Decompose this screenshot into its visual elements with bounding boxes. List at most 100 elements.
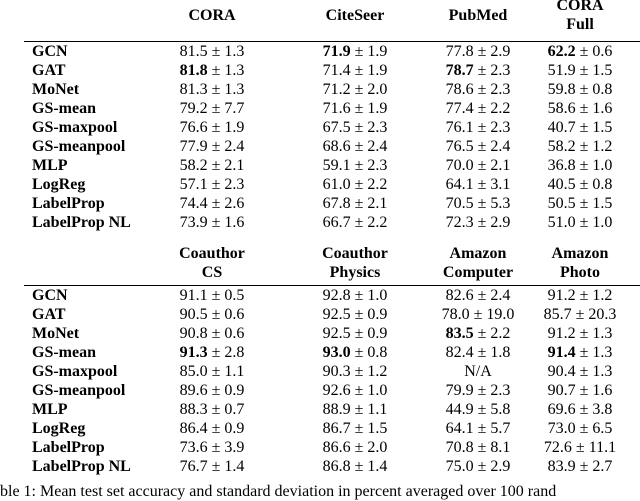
cell-mean: 88.9 xyxy=(322,401,351,418)
cell-std: ± 1.3 xyxy=(579,344,613,361)
cell-mean: 58.6 xyxy=(547,100,576,117)
cell-mean: 89.6 xyxy=(179,382,208,399)
cell-mean: 57.1 xyxy=(179,176,208,193)
cell-std: ± 0.5 xyxy=(211,287,245,304)
cell-mean: 40.5 xyxy=(547,176,576,193)
table-cell: 85.7 ± 20.3 xyxy=(505,305,640,324)
cell-std: ± 1.0 xyxy=(354,287,388,304)
cell-std: ± 1.6 xyxy=(579,100,613,117)
cell-mean: 92.6 xyxy=(322,382,351,399)
table-cell: 58.6 ± 1.6 xyxy=(505,99,640,118)
cell-mean: 92.8 xyxy=(322,287,351,304)
table-cell: 86.4 ± 0.9 xyxy=(137,419,287,438)
cell-std: ± 1.6 xyxy=(211,214,245,231)
cell-mean: 90.7 xyxy=(547,382,576,399)
column-header: Physics xyxy=(329,264,381,281)
cell-mean: 71.2 xyxy=(322,81,351,98)
cell-mean: 83.9 xyxy=(547,458,576,475)
table-cell: 76.6 ± 1.9 xyxy=(137,118,287,137)
cell-std: ± 2.0 xyxy=(354,439,388,456)
cell-mean: 72.6 xyxy=(543,439,572,456)
table-cell: 51.9 ± 1.5 xyxy=(505,61,640,80)
cell-std: ± 0.6 xyxy=(211,325,245,342)
cell-mean: 58.2 xyxy=(179,157,208,174)
cell-std: ± 11.1 xyxy=(575,439,617,456)
cell-std: ± 1.2 xyxy=(579,138,613,155)
cell-std: ± 5.8 xyxy=(477,401,511,418)
cell-std: ± 2.1 xyxy=(354,195,388,212)
cell-std: ± 2.4 xyxy=(211,138,245,155)
cell-mean: 90.4 xyxy=(547,363,576,380)
cell-std: ± 0.6 xyxy=(211,306,245,323)
table-cell: 91.4 ± 1.3 xyxy=(505,343,640,362)
cell-mean: 76.5 xyxy=(445,138,474,155)
table-cell: 58.2 ± 2.1 xyxy=(137,156,287,175)
cell-mean: 76.6 xyxy=(179,119,208,136)
cell-std: ± 0.7 xyxy=(211,401,245,418)
row-label: LabelProp NL xyxy=(32,458,131,475)
table-cell: 75.0 ± 2.9 xyxy=(403,457,553,476)
cell-std: ± 2.2 xyxy=(477,100,511,117)
cell-std: ± 1.8 xyxy=(477,344,511,361)
cell-std: ± 0.8 xyxy=(354,344,388,361)
cell-std: ± 2.3 xyxy=(211,176,245,193)
cell-mean: 90.5 xyxy=(179,306,208,323)
cell-mean: 64.1 xyxy=(445,420,474,437)
table-cell: 88.9 ± 1.1 xyxy=(280,400,430,419)
cell-std: ± 8.1 xyxy=(477,439,511,456)
table-cell: 90.3 ± 1.2 xyxy=(280,362,430,381)
table-cell: 71.4 ± 1.9 xyxy=(280,61,430,80)
cell-mean: 77.4 xyxy=(445,100,474,117)
table-cell: 40.5 ± 0.8 xyxy=(505,175,640,194)
cell-mean: 44.9 xyxy=(445,401,474,418)
column-header: PubMed xyxy=(448,7,508,24)
cell-mean: 68.6 xyxy=(322,138,351,155)
cell-std: ± 1.2 xyxy=(354,363,388,380)
row-label: MLP xyxy=(32,401,68,418)
table-cell: 77.9 ± 2.4 xyxy=(137,137,287,156)
cell-std: ± 1.4 xyxy=(211,458,245,475)
table-cell: 77.4 ± 2.2 xyxy=(403,99,553,118)
cell-std: ± 1.9 xyxy=(211,119,245,136)
table-cell: 92.5 ± 0.9 xyxy=(280,305,430,324)
table-cell: 62.2 ± 0.6 xyxy=(505,42,640,61)
cell-std: ± 2.1 xyxy=(211,157,245,174)
header-rule xyxy=(24,41,640,43)
cell-mean: 70.5 xyxy=(445,195,474,212)
column-header: Amazon xyxy=(551,245,609,262)
cell-std: ± 1.3 xyxy=(579,363,613,380)
table-cell: 91.3 ± 2.8 xyxy=(137,343,287,362)
cell-mean: 90.3 xyxy=(322,363,351,380)
table-cell: 70.0 ± 2.1 xyxy=(403,156,553,175)
table-cell: 77.8 ± 2.9 xyxy=(403,42,553,61)
table-cell: 36.8 ± 1.0 xyxy=(505,156,640,175)
cell-mean: 93.0 xyxy=(322,344,351,361)
cell-std: ± 1.3 xyxy=(211,62,245,79)
table-cell: 81.3 ± 1.3 xyxy=(137,80,287,99)
cell-std: ± 2.3 xyxy=(477,62,511,79)
column-header: CORA xyxy=(556,0,604,14)
column-header: Photo xyxy=(560,264,600,281)
cell-mean: 82.4 xyxy=(445,344,474,361)
table-cell: 66.7 ± 2.2 xyxy=(280,213,430,232)
table-cell: 68.6 ± 2.4 xyxy=(280,137,430,156)
row-label: GS-mean xyxy=(32,100,96,117)
row-label: LabelProp xyxy=(32,439,105,456)
cell-std: ± 2.1 xyxy=(477,157,511,174)
table-cell: 44.9 ± 5.8 xyxy=(403,400,553,419)
table-cell: 64.1 ± 5.7 xyxy=(403,419,553,438)
cell-std: ± 1.4 xyxy=(354,458,388,475)
caption: ble 1: Mean test set accuracy and standa… xyxy=(0,483,557,500)
row-label: GS-maxpool xyxy=(32,363,118,380)
cell-std: ± 19.0 xyxy=(473,306,515,323)
cell-mean: 86.6 xyxy=(322,439,351,456)
table-cell: 91.2 ± 1.3 xyxy=(505,324,640,343)
cell-std: ± 2.3 xyxy=(477,81,511,98)
cell-std: ± 3.1 xyxy=(477,176,511,193)
table-cell: 79.2 ± 7.7 xyxy=(137,99,287,118)
table-cell: 82.4 ± 1.8 xyxy=(403,343,553,362)
cell-mean: 67.8 xyxy=(322,195,351,212)
cell-std: ± 0.8 xyxy=(579,81,613,98)
cell-std: ± 2.4 xyxy=(477,138,511,155)
